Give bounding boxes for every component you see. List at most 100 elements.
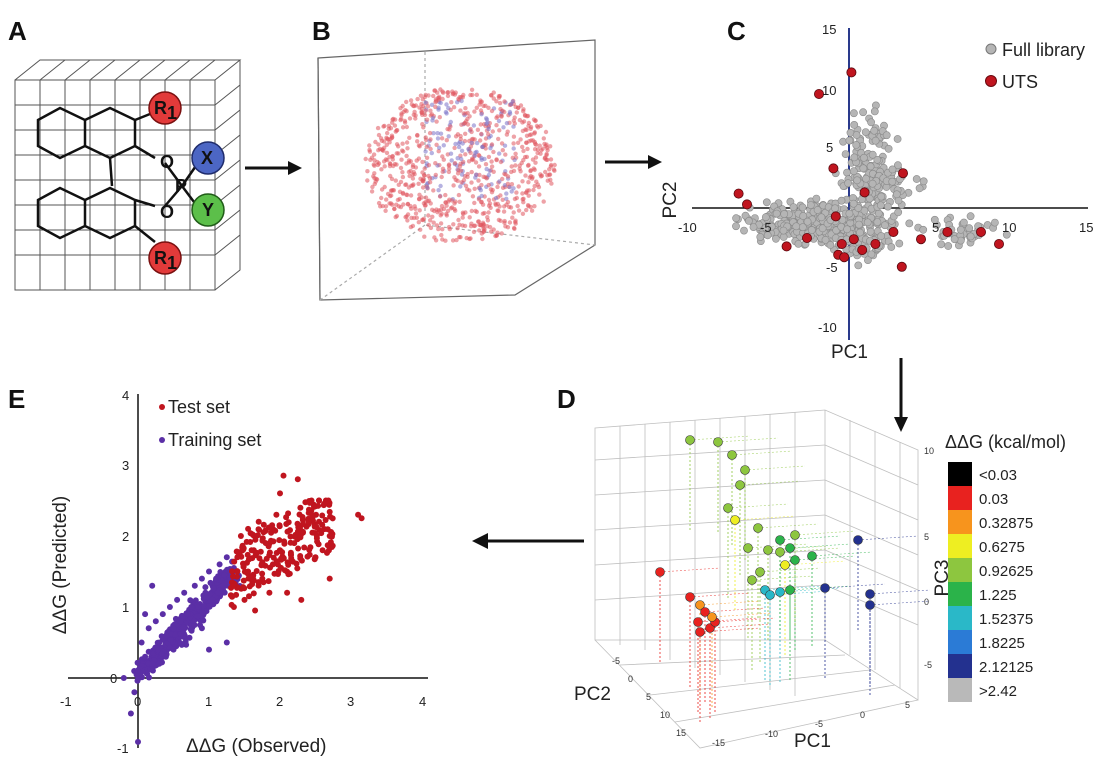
b-cloud-dot [481, 174, 486, 179]
d-drop-line [727, 503, 789, 509]
b-cloud-dot [423, 135, 428, 140]
b-cloud-dot [459, 156, 464, 162]
b-cloud-dot [435, 136, 441, 141]
b-cloud-dot [398, 117, 403, 123]
b-cloud-dot [501, 209, 507, 214]
e-ylabel: ΔΔG (Predicted) [50, 496, 71, 634]
panel-d-3d-scatter: 10 5 0 -5 5 0 -5 -10 -15 -5 0 5 10 15 PC… [574, 409, 953, 752]
b-cloud-dot [367, 147, 372, 153]
b-cloud-dot [474, 140, 480, 146]
b-cloud-dot [531, 187, 536, 193]
b-cloud-dot [435, 90, 440, 95]
b-cloud-dot [421, 103, 426, 109]
b-cloud-dot [389, 133, 395, 138]
b-cloud-dot [443, 192, 448, 198]
e-test-point [358, 515, 365, 522]
e-test-point [254, 532, 261, 539]
c-library-point [732, 222, 740, 231]
e-training-point [149, 660, 156, 667]
c-library-point [803, 217, 812, 226]
e-test-point [287, 549, 294, 556]
e-training-point [163, 632, 170, 639]
atom-o-bottom: O [160, 202, 174, 222]
atom-x: X [191, 141, 225, 175]
e-xtick: 0 [134, 694, 141, 709]
b-cloud-dot [472, 109, 477, 114]
e-training-point [194, 613, 201, 620]
c-library-point [888, 165, 897, 174]
b-cloud-dot [404, 99, 409, 105]
b-cloud-dot [486, 203, 492, 208]
b-cloud-dot [426, 222, 431, 228]
b-cloud-dot [521, 196, 526, 201]
d-drop-line [734, 515, 796, 521]
b-cloud-dot [478, 138, 483, 143]
e-training-point [172, 631, 178, 638]
c-ytick: 10 [822, 83, 836, 98]
c-library-point [845, 136, 854, 145]
panel-b-descriptor-cloud [363, 87, 557, 243]
b-cloud-dot [480, 211, 486, 216]
e-test-point [245, 568, 252, 575]
c-library-point [919, 177, 928, 186]
b-cloud-dot [436, 226, 441, 232]
b-cloud-dot [497, 100, 503, 106]
b-cloud-dot [489, 142, 495, 147]
b-cloud-dot [455, 100, 460, 105]
d-drop-line [711, 612, 773, 618]
d-point [730, 515, 740, 525]
b-cloud-dot [443, 238, 448, 243]
b-cloud-dot [469, 208, 474, 214]
e-training-point [159, 611, 166, 618]
d-point [820, 583, 830, 593]
c-library-point [991, 218, 999, 227]
b-cloud-dot [537, 192, 542, 197]
b-cloud-dot [459, 148, 465, 153]
e-training-point [146, 674, 152, 681]
c-library-point [850, 109, 858, 118]
e-training-point [198, 575, 205, 582]
c-library-point [818, 224, 827, 233]
arrow-d-to-e [472, 533, 584, 549]
e-training-point [142, 611, 149, 618]
d-drop-line [699, 600, 761, 606]
d-point [853, 535, 863, 545]
b-cloud-dot [398, 165, 404, 171]
c-library-point [839, 137, 847, 146]
b-cloud-dot [417, 192, 422, 197]
b-cloud-dot [520, 211, 526, 216]
b-cloud-dot [525, 203, 531, 208]
c-library-point [871, 136, 880, 145]
e-training-point [214, 589, 221, 596]
e-test-point [285, 561, 292, 568]
b-cloud-dot [472, 186, 477, 191]
b-cloud-dot [422, 166, 427, 171]
b-cloud-dot [498, 193, 503, 198]
b-cloud-dot [440, 89, 445, 94]
c-library-point [937, 240, 945, 249]
b-cloud-dot [480, 144, 485, 150]
c-library-point [864, 256, 872, 264]
c-library-point [861, 128, 870, 136]
b-cloud-dot [428, 146, 433, 152]
b-cloud-dot [543, 169, 548, 175]
b-cloud-dot [520, 179, 525, 184]
b-cloud-dot [392, 117, 398, 122]
e-xtick: 3 [347, 694, 354, 709]
b-cloud-dot [549, 181, 554, 186]
b-cloud-dot [407, 135, 412, 140]
c-library-point [792, 222, 801, 231]
b-cloud-dot [436, 149, 441, 154]
b-cloud-dot [433, 161, 438, 166]
b-cloud-dot [503, 152, 508, 157]
b-cloud-dot [402, 118, 408, 124]
d-points [655, 435, 931, 722]
b-cloud-dot [413, 103, 419, 108]
b-cloud-dot [400, 125, 406, 130]
d-legend-label: 1.52375 [979, 611, 1033, 628]
b-cloud-dot [502, 220, 507, 225]
b-cloud-dot [371, 152, 377, 157]
b-cloud-dot [380, 147, 385, 153]
b-cloud-dot [533, 118, 538, 124]
b-cloud-dot [418, 93, 424, 98]
